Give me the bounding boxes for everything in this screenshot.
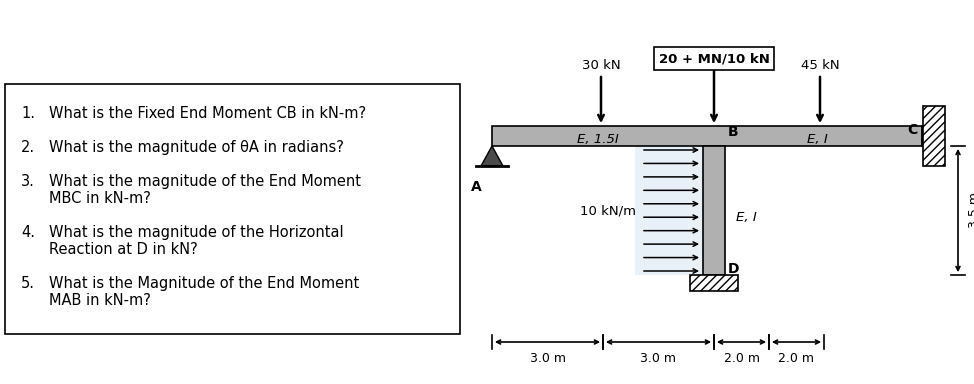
Text: 20 + MN/10 kN: 20 + MN/10 kN xyxy=(658,52,769,65)
Text: MBC in kN-m?: MBC in kN-m? xyxy=(49,191,151,206)
Bar xyxy=(492,126,922,146)
Text: 2.0 m: 2.0 m xyxy=(778,352,814,365)
Text: E, 1.5I: E, 1.5I xyxy=(578,132,618,146)
Bar xyxy=(635,146,703,275)
Text: What is the Fixed End Moment CB in kN-m?: What is the Fixed End Moment CB in kN-m? xyxy=(49,106,366,121)
Text: What is the magnitude of the Horizontal: What is the magnitude of the Horizontal xyxy=(49,225,344,240)
Text: MAB in kN-m?: MAB in kN-m? xyxy=(49,293,151,308)
Text: 45 kN: 45 kN xyxy=(801,59,840,72)
Bar xyxy=(703,146,725,275)
Text: E, I: E, I xyxy=(736,211,757,224)
Bar xyxy=(5,84,460,334)
Text: 4.: 4. xyxy=(21,225,35,240)
Text: B: B xyxy=(728,125,738,139)
Text: What is the magnitude of the End Moment: What is the magnitude of the End Moment xyxy=(49,174,361,189)
Text: A: A xyxy=(470,180,481,194)
Text: D: D xyxy=(728,262,739,276)
Text: Reaction at D in kN?: Reaction at D in kN? xyxy=(49,242,198,257)
Text: What is the Magnitude of the End Moment: What is the Magnitude of the End Moment xyxy=(49,276,359,291)
Text: 3.0 m: 3.0 m xyxy=(530,352,566,365)
Text: 2.: 2. xyxy=(21,140,35,155)
Text: 30 kN: 30 kN xyxy=(581,59,620,72)
Bar xyxy=(690,275,738,291)
Text: E, I: E, I xyxy=(806,132,827,146)
Text: What is the magnitude of θA in radians?: What is the magnitude of θA in radians? xyxy=(49,140,344,155)
Bar xyxy=(923,106,945,166)
Text: 1.: 1. xyxy=(21,106,35,121)
Polygon shape xyxy=(481,146,503,166)
Text: 3.: 3. xyxy=(21,174,35,189)
Text: 10 kN/m: 10 kN/m xyxy=(580,204,636,217)
Text: 3.5 m: 3.5 m xyxy=(968,192,974,228)
Text: 2.0 m: 2.0 m xyxy=(724,352,760,365)
Text: 5.: 5. xyxy=(21,276,35,291)
Text: 3.0 m: 3.0 m xyxy=(641,352,677,365)
Text: C: C xyxy=(907,123,917,137)
